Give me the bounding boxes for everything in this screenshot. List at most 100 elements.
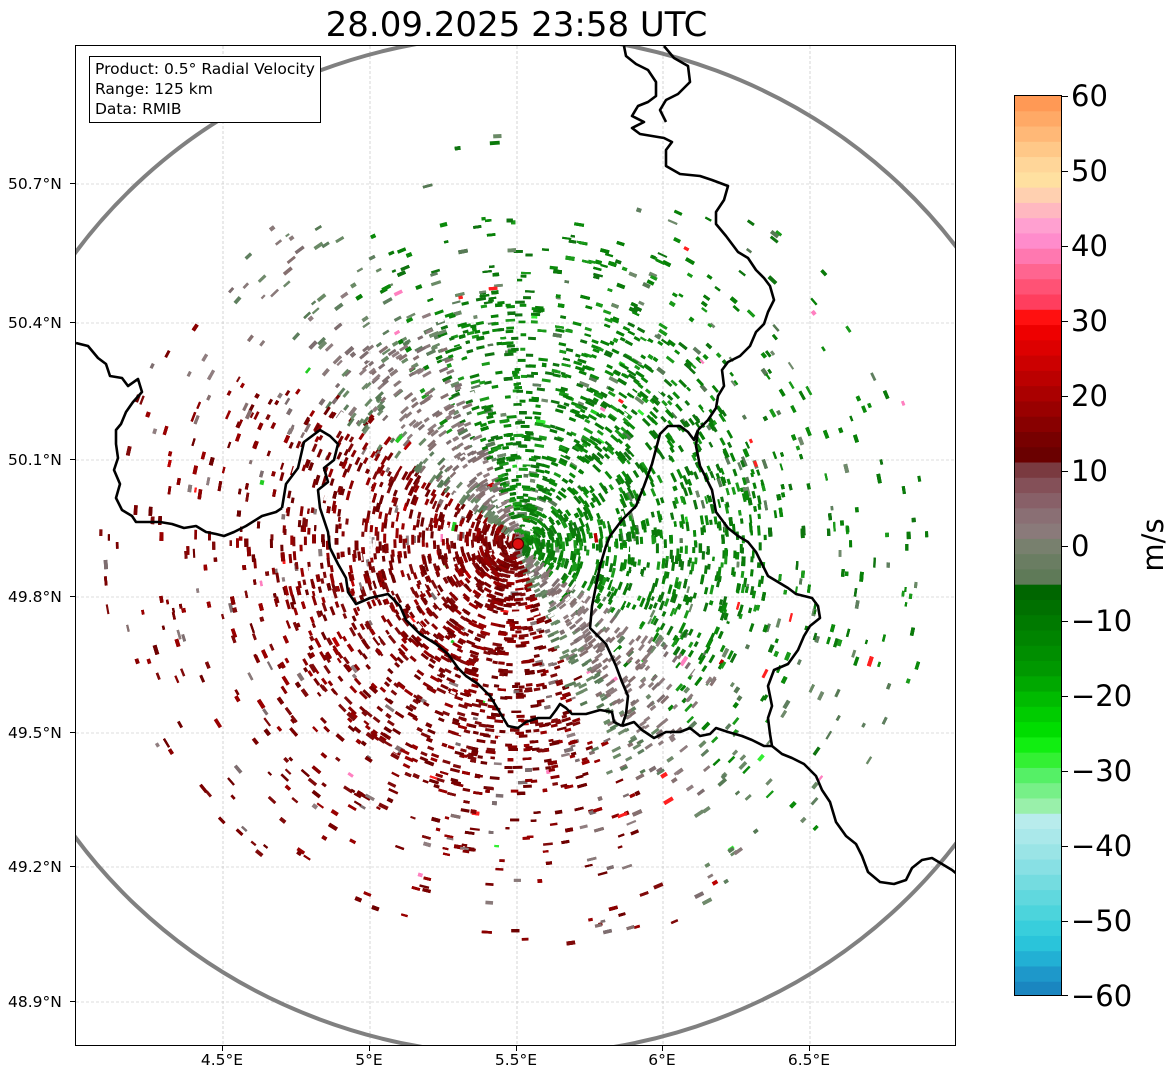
echo-gate [570,234,576,238]
echo-gate [412,773,420,779]
echo-gate [390,590,395,596]
echo-gate [244,483,249,490]
echo-gate [365,731,376,741]
echo-gate [246,546,251,557]
echo-gate [701,306,708,313]
echo-gate [629,546,634,554]
echo-gate [163,738,170,748]
echo-gate [729,371,735,377]
echo-gate [528,571,535,578]
radar-map [76,46,955,1045]
echo-gate [636,207,642,213]
echo-gate [684,465,692,476]
echo-gate [511,710,522,713]
echo-gate [269,643,275,651]
echo-gate [346,643,355,653]
echo-gate [483,407,492,413]
echo-gate [444,816,450,820]
echo-gate [378,494,385,505]
echo-gate [588,375,598,383]
echo-gate [765,373,771,380]
echo-gate [748,438,754,444]
echo-gate [557,659,565,664]
echo-gate [714,286,721,292]
echo-gate [573,675,583,681]
echo-gate [363,891,372,897]
echo-gate [386,797,394,804]
echo-gate [796,658,802,666]
echo-gate [257,422,264,431]
echo-gate [617,450,626,459]
echo-gate [420,732,431,739]
echo-gate [562,357,571,362]
echo-gate [383,436,392,446]
echo-gate [423,618,430,625]
echo-gate [139,395,145,405]
echo-gate [753,506,757,512]
echo-gate [336,657,342,664]
echo-gate [626,656,634,664]
echo-gate [290,718,296,724]
echo-gate [275,596,280,604]
echo-gate [520,374,528,379]
echo-gate [599,391,608,399]
echo-gate [595,544,599,551]
echo-gate [334,302,344,311]
echo-gate [433,601,443,612]
echo-gate [767,644,775,653]
echo-gate [394,593,403,604]
echo-gate [340,551,345,558]
map-panel[interactable] [75,45,956,1046]
echo-gate [596,641,604,649]
echo-gate [845,526,850,533]
echo-gate [732,717,740,726]
echo-gate [267,771,272,776]
echo-gate [504,395,511,399]
echo-gate [440,451,447,457]
echo-gate [318,340,328,350]
echo-gate [867,402,872,409]
echo-gate [741,456,748,467]
echo-gate [497,452,507,458]
echo-gate [314,225,322,231]
echo-gate [428,331,439,338]
echo-gate [686,386,691,392]
echo-gate [826,528,831,537]
echo-gate [288,756,294,762]
echo-gate [476,448,486,456]
echo-gate [330,809,339,817]
echo-gate [178,603,183,609]
echo-gate [364,709,373,718]
echo-gate [336,585,341,592]
echo-gate [783,589,788,595]
echo-gate [321,241,330,249]
echo-gate [778,507,784,518]
echo-gate [514,682,521,686]
echo-gate [881,716,888,725]
echo-gate [824,473,829,481]
echo-gate [767,368,773,374]
echo-gate [262,708,269,716]
echo-gate [275,239,282,246]
echo-gate [309,616,315,624]
echo-gate [408,509,414,519]
echo-gate [376,648,383,655]
echo-gate [155,672,161,680]
echo-gate [518,734,528,738]
echo-gate [350,664,359,674]
echo-gate [709,470,716,482]
echo-gate [462,329,469,334]
echo-gate [416,726,423,733]
echo-gate [634,396,645,405]
echo-gate [653,577,659,588]
echo-gate [658,322,668,330]
echo-gate [436,359,443,364]
echo-gate [565,621,573,627]
echo-gate [531,316,538,319]
echo-gate [266,661,274,671]
echo-gate [780,710,787,719]
echo-gate [600,576,608,586]
echo-gate [134,658,140,665]
echo-gate [387,781,397,788]
echo-gate [395,432,402,440]
